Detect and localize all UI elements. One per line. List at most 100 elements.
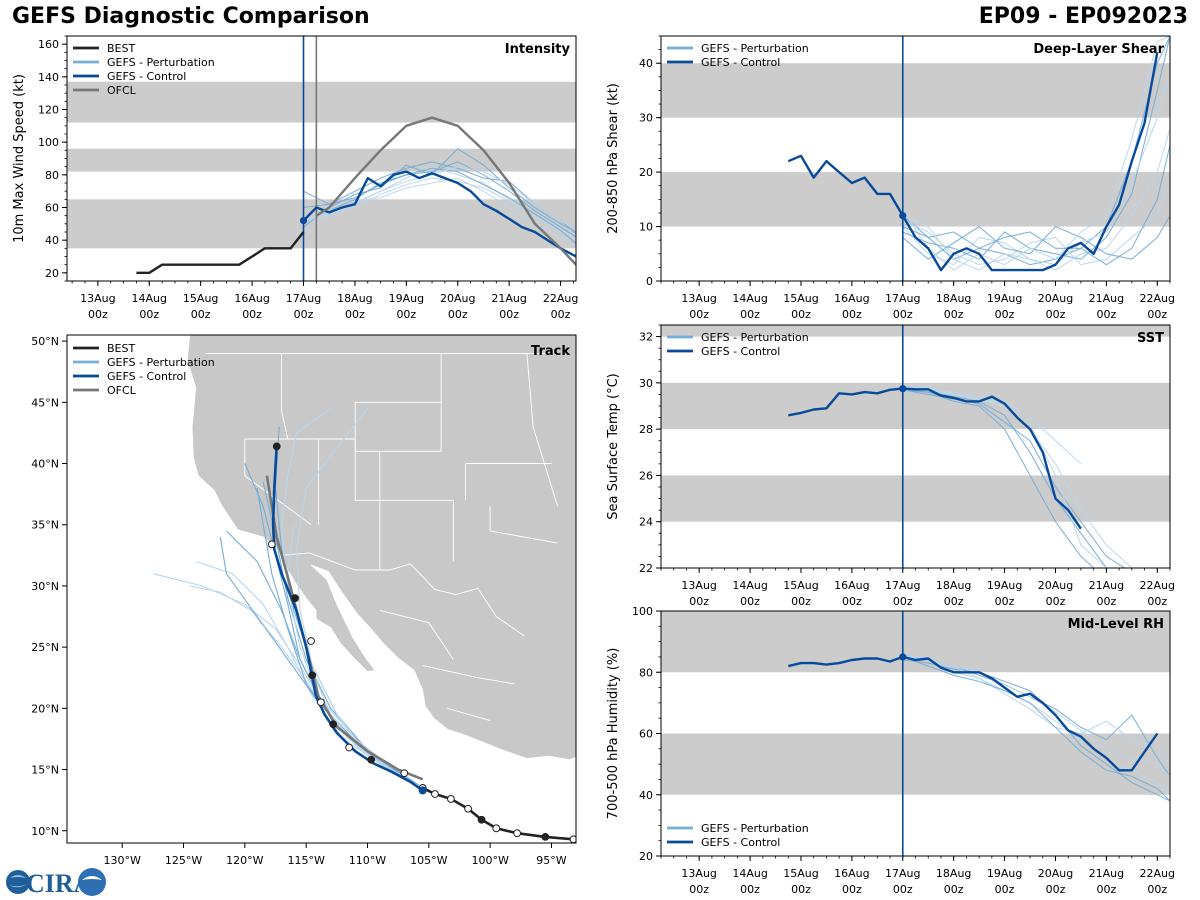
- x-tick-label-hour: 00z: [1096, 308, 1116, 321]
- lat-tick-label: 20°N: [31, 702, 59, 715]
- series-line-control: [788, 387, 1082, 530]
- y-tick-label: 32: [639, 331, 653, 344]
- legend-label-ofcl: OFCL: [107, 84, 137, 97]
- ensemble-member-line: [902, 36, 1170, 271]
- x-tick-label-hour: 00z: [995, 883, 1015, 896]
- globe-icon: [6, 870, 30, 894]
- lat-tick-label: 40°N: [31, 458, 59, 471]
- x-tick-label-hour: 00z: [791, 308, 811, 321]
- control-initial-point: [299, 216, 308, 225]
- legend-label-control: GEFS - Control: [701, 345, 780, 358]
- y-tick-label: 40: [45, 234, 59, 247]
- x-tick-label-hour: 00z: [944, 883, 964, 896]
- y-axis-label: 10m Max Wind Speed (kt): [12, 74, 27, 243]
- x-tick-label-hour: 00z: [944, 308, 964, 321]
- legend-label-control: GEFS - Control: [107, 370, 186, 383]
- x-tick-label-day: 16Aug: [234, 292, 269, 305]
- x-tick-label-day: 18Aug: [936, 867, 971, 880]
- x-tick-label-hour: 00z: [842, 883, 862, 896]
- control-initial-point: [899, 385, 907, 393]
- x-tick-label-day: 22Aug: [1140, 867, 1175, 880]
- best-track-point: [477, 815, 486, 824]
- x-tick-label-hour: 00z: [689, 308, 709, 321]
- lon-tick-label: 115°W: [287, 854, 324, 867]
- x-tick-label-day: 21Aug: [1089, 579, 1124, 592]
- x-tick-label-day: 18Aug: [337, 292, 372, 305]
- track-point: [345, 743, 353, 752]
- ensemble-member-line: [902, 144, 1170, 266]
- ensemble-member-line: [303, 177, 576, 241]
- x-tick-label-hour: 00z: [499, 308, 519, 321]
- storm-id-title: EP09 - EP092023: [978, 4, 1188, 29]
- track-point: [291, 594, 300, 603]
- x-tick-label-day: 18Aug: [936, 579, 971, 592]
- series-line-best: [136, 231, 305, 274]
- lat-tick-label: 35°N: [31, 519, 59, 532]
- control-initial-point: [899, 653, 907, 661]
- y-tick-label: 60: [45, 202, 59, 215]
- x-tick-label-hour: 00z: [791, 595, 811, 608]
- shaded-band: [661, 172, 1170, 227]
- panel-title: SST: [1137, 331, 1164, 346]
- x-tick-label-hour: 00z: [740, 883, 760, 896]
- x-tick-label-day: 17Aug: [885, 867, 920, 880]
- best-track-point: [492, 824, 501, 833]
- ensemble-member-line: [902, 36, 1170, 260]
- x-tick-label-day: 15Aug: [783, 579, 818, 592]
- x-tick-label-hour: 00z: [893, 595, 913, 608]
- x-tick-label-day: 16Aug: [834, 579, 869, 592]
- best-track-point: [446, 795, 455, 803]
- x-tick-label-hour: 00z: [689, 595, 709, 608]
- legend-label-control: GEFS - Control: [701, 836, 780, 849]
- y-tick-label: 30: [639, 377, 653, 390]
- ensemble-track: [295, 408, 423, 789]
- map-frame: [66, 334, 577, 844]
- shaded-band: [67, 81, 576, 123]
- legend-label-best: BEST: [107, 342, 135, 355]
- x-tick-label-day: 17Aug: [286, 292, 321, 305]
- y-tick-label: 10: [639, 221, 653, 234]
- y-axis-label: 200-850 hPa Shear (kt): [606, 83, 621, 234]
- legend-label-ofcl: OFCL: [107, 384, 137, 397]
- y-tick-label: 0: [646, 275, 653, 288]
- x-tick-label-day: 15Aug: [783, 867, 818, 880]
- track-point: [307, 637, 315, 645]
- ensemble-member-line: [303, 161, 576, 238]
- x-tick-label-hour: 00z: [740, 595, 760, 608]
- state-border: [447, 707, 491, 722]
- series-line-control: [302, 170, 576, 258]
- lat-tick-label: 10°N: [31, 825, 59, 838]
- track-point: [272, 442, 281, 451]
- lon-tick-label: 95°W: [536, 854, 566, 867]
- x-tick-label-day: 20Aug: [440, 292, 475, 305]
- ensemble-track: [189, 585, 423, 789]
- panel-title: Track: [531, 344, 570, 359]
- x-tick-label-day: 18Aug: [936, 292, 971, 305]
- x-tick-label-hour: 00z: [191, 308, 211, 321]
- x-tick-label-day: 14Aug: [732, 579, 767, 592]
- y-tick-label: 26: [639, 469, 653, 482]
- x-tick-label-hour: 00z: [88, 308, 108, 321]
- x-tick-label-hour: 00z: [1096, 883, 1116, 896]
- ensemble-track: [281, 407, 424, 789]
- y-axis-label: 700-500 hPa Humidity (%): [606, 648, 621, 820]
- x-tick-label-day: 20Aug: [1038, 579, 1073, 592]
- state-border: [280, 552, 525, 637]
- y-tick-label: 22: [639, 562, 653, 575]
- ensemble-member-line: [902, 73, 1170, 271]
- best-track-point: [464, 804, 472, 813]
- x-tick-label-hour: 00z: [551, 308, 571, 321]
- ensemble-member-line: [303, 167, 576, 244]
- legend-label-perturbation: GEFS - Perturbation: [701, 822, 809, 835]
- x-tick-label-hour: 00z: [396, 308, 416, 321]
- y-axis-label: Sea Surface Temp (°C): [606, 373, 621, 520]
- lon-tick-label: 130°W: [104, 854, 141, 867]
- ensemble-member-line: [902, 656, 1170, 802]
- ofcl-track: [265, 475, 424, 781]
- lon-tick-label: 125°W: [165, 854, 202, 867]
- control-track: [271, 445, 424, 792]
- y-tick-label: 100: [38, 136, 59, 149]
- x-tick-label-hour: 00z: [1147, 595, 1167, 608]
- shaded-band: [661, 475, 1170, 522]
